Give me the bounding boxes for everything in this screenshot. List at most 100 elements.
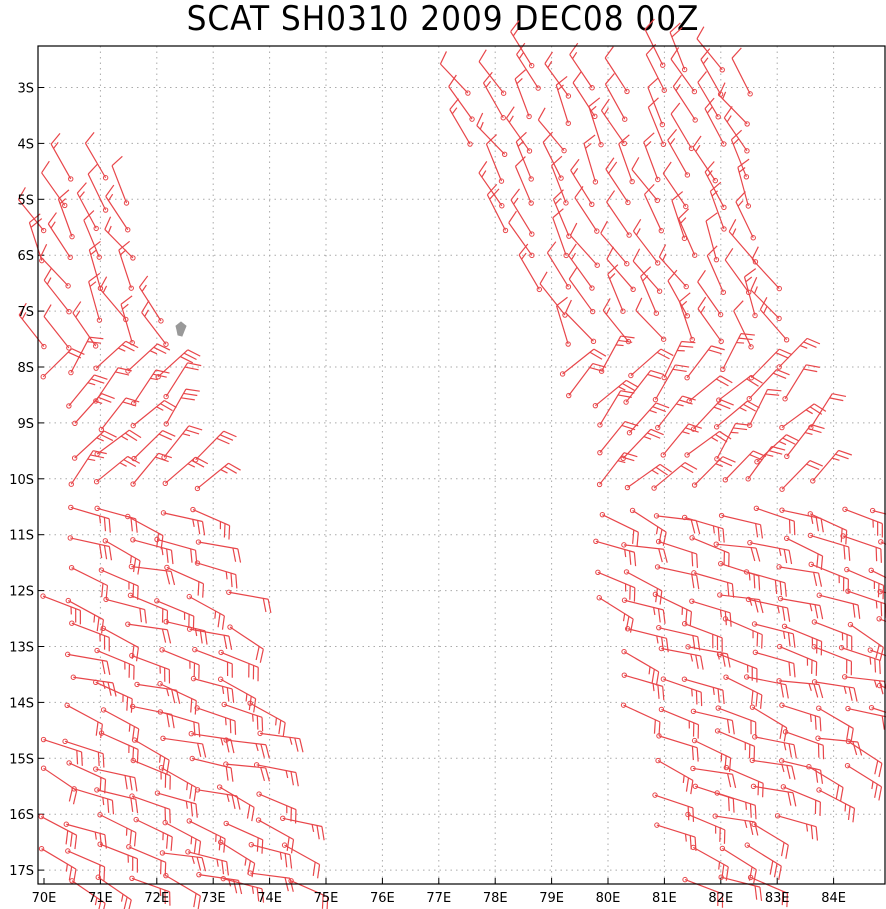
barb-shaft — [163, 512, 203, 523]
barb-flag-half — [745, 276, 753, 283]
barb-flag-half — [513, 197, 519, 205]
barb-shaft — [568, 255, 593, 289]
barb-flag-half — [187, 463, 196, 468]
barb-shaft — [552, 217, 567, 256]
barb-shaft — [74, 393, 103, 424]
barb-flag-full — [839, 787, 844, 802]
barb-flag-full — [164, 400, 177, 409]
barb-flag-full — [221, 860, 225, 875]
barb-flag-full — [788, 743, 793, 758]
barb-station — [868, 704, 875, 711]
wind-barb — [514, 69, 532, 120]
barb-flag-full — [623, 452, 638, 458]
barb-station — [164, 564, 170, 571]
barb-flag-full — [259, 649, 264, 663]
barb-flag-full — [806, 364, 820, 368]
barb-flag-full — [486, 184, 498, 196]
wind-barb — [624, 463, 672, 491]
barb-shaft — [871, 707, 886, 713]
barb-flag-full — [201, 857, 207, 872]
wind-barb — [43, 268, 72, 315]
barb-station — [499, 203, 505, 209]
barb-flag-half — [656, 635, 659, 644]
barb-shaft — [537, 119, 565, 152]
barb-flag-half — [781, 764, 785, 773]
barb-station — [129, 875, 135, 882]
barb-flag-half — [676, 403, 684, 407]
barb-station — [96, 317, 103, 323]
wind-barb — [94, 787, 139, 814]
barb-flag-full — [125, 397, 140, 403]
barb-shaft — [725, 676, 763, 696]
barb-flag-full — [750, 547, 756, 562]
barb-flag-half — [517, 140, 524, 147]
wind-barb — [194, 787, 241, 810]
barb-station — [683, 203, 689, 210]
wind-barb — [752, 649, 796, 678]
barb-flag-full — [225, 766, 229, 781]
barb-flag-full — [294, 737, 299, 752]
barb-flag-full — [95, 721, 99, 736]
wind-barb — [808, 393, 847, 431]
lon-label: 73E — [201, 891, 226, 906]
barb-flag-full — [759, 297, 768, 310]
lat-lon-grid — [38, 46, 885, 884]
barb-shaft — [814, 681, 855, 689]
barb-flag-full — [544, 51, 553, 64]
barb-flag-half — [739, 407, 747, 412]
barb-station — [131, 737, 138, 743]
barb-station — [811, 644, 817, 650]
barb-shaft — [597, 571, 636, 589]
barb-station — [94, 647, 100, 654]
barb-station — [498, 178, 505, 184]
barb-station — [94, 505, 100, 512]
wind-barb — [189, 755, 234, 782]
barb-flag-half — [832, 457, 840, 461]
barb-flag-full — [724, 247, 734, 261]
barb-shaft — [813, 646, 852, 662]
barb-station — [528, 176, 534, 182]
barb-flag-full — [102, 753, 105, 768]
barb-flag-full — [813, 572, 818, 587]
wind-barb — [126, 844, 167, 877]
barb-station — [744, 148, 750, 154]
barb-flag-full — [199, 629, 203, 644]
barb-shaft — [544, 63, 569, 97]
barb-flag-half — [648, 666, 651, 675]
barb-station — [163, 393, 169, 400]
barb-station — [713, 541, 719, 547]
barb-shaft — [657, 566, 697, 577]
barb-station — [654, 822, 660, 828]
barb-flag-full — [262, 598, 267, 613]
barb-shaft — [482, 82, 504, 119]
barb-station — [690, 844, 697, 851]
barb-flag-full — [779, 581, 783, 596]
wind-barb — [87, 163, 109, 213]
barb-station — [598, 141, 604, 148]
barb-flag-half — [190, 836, 193, 845]
barb-station — [681, 514, 688, 521]
barb-station — [66, 403, 72, 409]
barb-station — [227, 624, 233, 630]
barb-flag-full — [265, 767, 270, 782]
barb-flag-full — [711, 345, 725, 351]
barb-shaft — [105, 598, 145, 611]
barb-flag-full — [98, 396, 112, 403]
barb-shaft — [135, 819, 173, 838]
barb-flag-half — [96, 437, 104, 442]
barb-station — [713, 424, 720, 430]
barb-flag-full — [749, 821, 754, 835]
barb-flag-full — [759, 887, 763, 902]
barb-shaft — [555, 84, 569, 124]
barb-flag-half — [149, 350, 158, 355]
barb-station — [126, 844, 132, 850]
barb-shaft — [485, 143, 503, 182]
barb-shaft — [73, 788, 113, 801]
barb-flag-full — [704, 161, 715, 173]
barb-shaft — [721, 514, 761, 526]
barb-shaft — [752, 759, 792, 767]
wind-barb — [120, 295, 135, 346]
barb-station — [721, 141, 727, 147]
wind-barb — [125, 621, 172, 644]
wind-barb — [572, 71, 598, 120]
